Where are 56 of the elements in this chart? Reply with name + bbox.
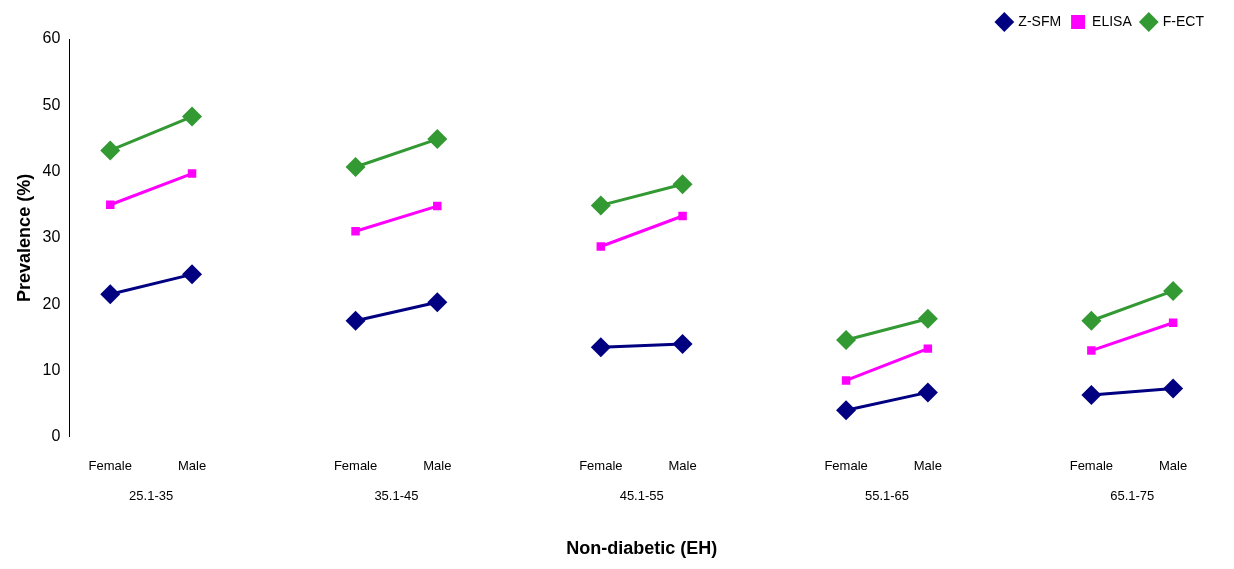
text: 55.1-65 xyxy=(864,488,910,504)
x-tick-label: Female xyxy=(824,458,868,474)
point xyxy=(917,382,938,403)
point xyxy=(836,330,857,350)
y-tick-label: 30 xyxy=(42,228,61,246)
x-tick-label: Female xyxy=(1069,458,1114,474)
point xyxy=(182,264,203,285)
point xyxy=(678,211,687,221)
point xyxy=(351,227,360,236)
point xyxy=(100,140,121,161)
point xyxy=(427,292,448,313)
text: 45.1-55 xyxy=(619,488,664,504)
legend-label: Z-SFM xyxy=(1018,12,1062,29)
text: 35.1-45 xyxy=(374,488,419,504)
legend-label: F-ECT xyxy=(1162,12,1205,29)
point xyxy=(590,195,611,216)
point xyxy=(672,333,693,354)
x-tick-label: Female xyxy=(333,458,378,474)
point xyxy=(182,106,203,127)
point xyxy=(917,308,938,329)
y-tick-label: 40 xyxy=(42,162,61,180)
x-tick-label: Male xyxy=(1159,458,1188,474)
point xyxy=(672,174,693,195)
point xyxy=(187,169,197,178)
point xyxy=(433,201,442,211)
x-tick-label: Male xyxy=(177,458,207,474)
point xyxy=(590,337,611,358)
point xyxy=(841,376,851,385)
point xyxy=(1163,378,1184,399)
point xyxy=(923,344,933,353)
x-axis-title: Non-diabetic (EH) xyxy=(566,538,718,559)
point xyxy=(100,284,121,305)
y-tick-label: 10 xyxy=(42,360,61,378)
y-axis-title: Prevalence (%) xyxy=(13,173,34,302)
point xyxy=(1081,310,1102,331)
x-tick-label: Male xyxy=(913,458,942,474)
point xyxy=(1163,280,1184,301)
legend-label: ELISA xyxy=(1092,12,1133,29)
y-tick-label: 50 xyxy=(42,95,61,113)
point xyxy=(106,200,115,209)
point xyxy=(1087,346,1096,355)
y-tick-label: 20 xyxy=(42,294,61,312)
point xyxy=(345,310,366,331)
x-tick-label: Female xyxy=(579,458,623,474)
x-tick-label: Female xyxy=(88,458,132,474)
point xyxy=(1081,385,1102,406)
point xyxy=(836,400,857,421)
point xyxy=(427,129,448,150)
x-tick-label: Male xyxy=(423,458,452,474)
point xyxy=(345,156,366,177)
text: 25.1-35 xyxy=(129,488,174,504)
x-tick-label: Male xyxy=(668,458,697,474)
text: 65.1-75 xyxy=(1110,488,1155,504)
y-tick-label: 0 xyxy=(51,427,61,445)
point xyxy=(596,242,606,251)
y-tick-label: 60 xyxy=(42,29,61,47)
